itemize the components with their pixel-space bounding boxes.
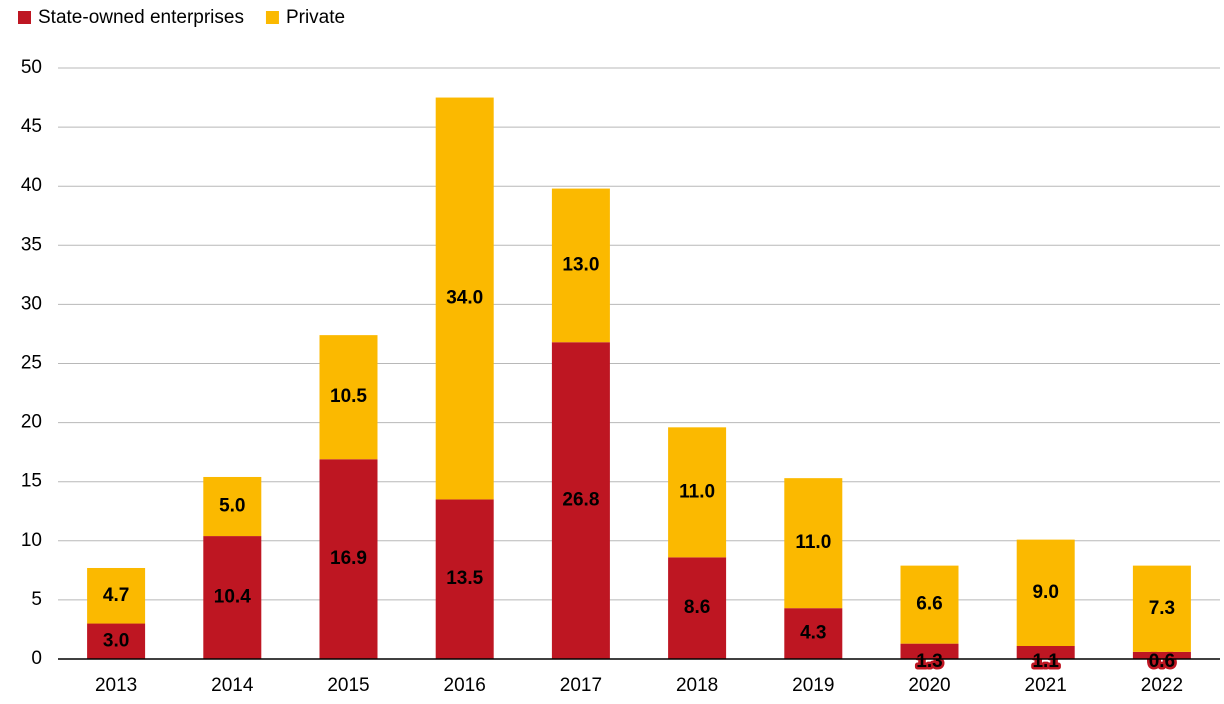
legend-label: State-owned enterprises — [38, 7, 244, 28]
bar-segment — [203, 476, 262, 537]
data-label: 16.9 — [330, 548, 367, 569]
legend-swatch — [18, 11, 31, 24]
y-tick-label: 0 — [31, 648, 42, 669]
x-tick-label: 2014 — [211, 675, 254, 696]
bar-segment — [1016, 539, 1075, 646]
data-label: 3.0 — [103, 630, 129, 651]
bar-segment — [668, 557, 727, 659]
bar-segment — [1132, 565, 1191, 652]
x-tick-label: 2021 — [1025, 675, 1067, 696]
y-tick-label: 40 — [21, 175, 42, 196]
x-tick-label: 2020 — [908, 675, 950, 696]
y-tick-label: 30 — [21, 293, 42, 314]
bar-segment — [900, 643, 959, 659]
data-label: 11.0 — [795, 532, 831, 553]
x-tick-label: 2015 — [327, 675, 369, 696]
bar-segment — [87, 567, 146, 624]
data-label: 13.5 — [446, 568, 483, 589]
x-tick-label: 2013 — [95, 675, 137, 696]
data-label: 1.3 — [916, 651, 942, 672]
data-label: 1.1 — [1032, 651, 1059, 672]
y-tick-label: 45 — [21, 116, 42, 137]
y-tick-label: 20 — [21, 412, 42, 433]
bar-segment — [551, 188, 610, 343]
y-tick-label: 10 — [21, 530, 42, 551]
bar-segment — [551, 342, 610, 659]
bar-segment — [319, 459, 378, 659]
data-label: 4.7 — [103, 585, 129, 606]
data-label: 7.3 — [1149, 598, 1175, 619]
y-tick-label: 35 — [21, 234, 42, 255]
bar-segment — [1132, 651, 1191, 659]
y-tick-label: 15 — [21, 471, 42, 492]
bar-segment — [1016, 645, 1075, 659]
data-label: 8.6 — [684, 597, 710, 618]
x-tick-label: 2016 — [444, 675, 486, 696]
x-tick-label: 2019 — [792, 675, 834, 696]
legend-label: Private — [286, 7, 345, 28]
bar-segment — [319, 335, 378, 460]
bar-segment — [784, 608, 843, 659]
bar-segment — [900, 565, 959, 644]
data-label: 10.4 — [214, 587, 251, 608]
data-label: 9.0 — [1032, 582, 1058, 603]
data-label: 0.6 — [1149, 651, 1175, 672]
y-tick-label: 25 — [21, 353, 42, 374]
data-label: 13.0 — [562, 254, 599, 275]
data-label: 5.0 — [219, 496, 245, 517]
bar-segment — [203, 536, 262, 659]
data-label: 11.0 — [679, 481, 715, 502]
legend-swatch — [265, 11, 279, 24]
x-tick-label: 2022 — [1141, 675, 1183, 696]
x-tick-label: 2018 — [676, 675, 718, 696]
bar-segment — [435, 499, 494, 659]
y-tick-label: 5 — [31, 589, 42, 610]
data-label: 10.5 — [330, 386, 367, 407]
y-tick-label: 50 — [21, 57, 42, 78]
data-label: 26.8 — [562, 490, 599, 511]
bar-segment — [435, 97, 494, 500]
x-tick-label: 2017 — [560, 675, 602, 696]
data-label: 6.6 — [916, 594, 942, 615]
bar-segment — [784, 478, 843, 609]
data-label: 34.0 — [446, 288, 483, 309]
bar-segment — [668, 427, 727, 558]
data-label: 4.3 — [800, 623, 826, 644]
bar-segment — [87, 623, 146, 659]
